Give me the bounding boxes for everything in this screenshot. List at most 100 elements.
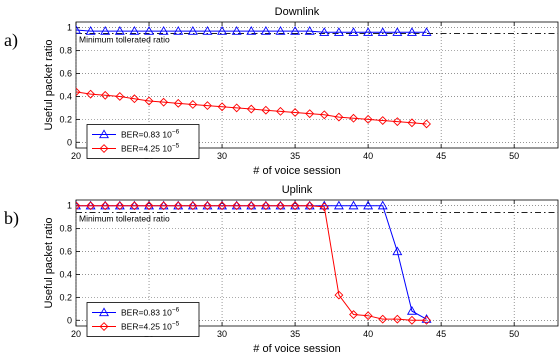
y-tick-label: 0.6 — [59, 69, 72, 79]
data-point-triangle — [187, 26, 198, 35]
data-point-triangle — [348, 200, 359, 210]
reference-line-label: Minimum tollerated ratio — [79, 34, 170, 44]
legend-entry-exponent: −6 — [172, 307, 180, 314]
x-axis-label: # of voice session — [253, 165, 340, 177]
data-point-triangle — [392, 246, 403, 256]
data-point-diamond — [349, 113, 358, 123]
data-point-diamond — [276, 106, 285, 116]
y-tick-label: 0 — [67, 137, 72, 147]
data-point-diamond — [422, 315, 431, 325]
legend-entry: BER=4.25 10−5 — [121, 321, 180, 332]
y-tick-label: 0.4 — [59, 269, 72, 279]
data-point-diamond — [129, 94, 139, 104]
y-tick-label: 0.2 — [59, 114, 72, 124]
y-tick-label: 0.6 — [59, 247, 72, 257]
data-point-triangle — [260, 200, 271, 210]
data-point-diamond — [407, 118, 417, 128]
y-tick-label: 1 — [67, 201, 72, 211]
data-point-triangle — [173, 200, 184, 210]
data-point-triangle — [76, 200, 81, 210]
data-point-triangle — [231, 26, 242, 35]
y-tick-label: 0 — [67, 315, 72, 325]
panel-label: b) — [4, 208, 19, 229]
series-line-diamond — [76, 205, 427, 321]
data-point-diamond — [100, 90, 110, 100]
legend-entry: BER=4.25 10−5 — [121, 143, 180, 154]
data-point-triangle — [363, 200, 374, 210]
data-point-triangle — [217, 26, 228, 35]
data-point-diamond — [363, 114, 373, 124]
data-point-diamond — [86, 89, 96, 99]
data-point-triangle — [348, 27, 359, 36]
data-point-triangle — [304, 200, 315, 210]
data-point-diamond — [129, 201, 139, 211]
legend-entry: BER=0.83 10−6 — [121, 307, 180, 318]
x-tick-label: 35 — [290, 329, 300, 339]
data-point-diamond — [188, 201, 198, 211]
data-point-triangle — [304, 26, 315, 35]
data-point-diamond — [305, 109, 315, 119]
data-point-diamond — [378, 116, 388, 125]
data-point-diamond — [100, 201, 110, 211]
x-tick-label: 35 — [290, 151, 300, 161]
x-axis-label: # of voice session — [253, 343, 340, 355]
data-point-diamond — [319, 202, 329, 212]
data-point-diamond — [173, 98, 183, 108]
chart-title: Downlink — [275, 6, 320, 18]
data-point-diamond — [115, 92, 125, 101]
x-tick-label: 20 — [71, 151, 81, 161]
data-point-triangle — [275, 26, 286, 35]
data-point-triangle — [290, 26, 301, 35]
data-point-diamond — [232, 201, 242, 211]
data-point-triangle — [202, 200, 213, 210]
legend-entry-exponent: −5 — [172, 321, 180, 328]
data-point-triangle — [129, 26, 140, 35]
x-tick-label: 50 — [509, 329, 519, 339]
x-tick-label: 45 — [436, 329, 446, 339]
data-point-diamond — [378, 314, 388, 324]
legend-marker-triangle — [99, 307, 109, 317]
data-point-triangle — [246, 200, 257, 210]
reference-line-label: Minimum tollerated ratio — [79, 214, 170, 224]
panel-label: a) — [4, 30, 18, 51]
data-point-triangle — [217, 200, 228, 210]
data-point-diamond — [217, 201, 227, 211]
y-tick-label: 0.4 — [59, 91, 72, 101]
legend-entry-text: BER=4.25 10 — [121, 322, 172, 332]
data-point-diamond — [217, 102, 227, 112]
data-point-diamond — [349, 310, 358, 319]
data-point-diamond — [392, 117, 402, 127]
data-point-diamond — [159, 201, 169, 211]
data-point-diamond — [290, 108, 300, 117]
data-point-diamond — [276, 201, 285, 211]
data-point-diamond — [319, 110, 329, 120]
data-point-diamond — [188, 100, 198, 109]
data-point-diamond — [363, 311, 373, 321]
data-point-diamond — [115, 201, 125, 211]
data-point-triangle — [100, 26, 111, 35]
x-tick-label: 40 — [363, 151, 373, 161]
data-point-triangle — [173, 26, 184, 35]
x-tick-label: 45 — [436, 151, 446, 161]
data-point-triangle — [76, 24, 81, 34]
x-tick-label: 30 — [217, 329, 227, 339]
legend-entry: BER=0.83 10−6 — [121, 129, 180, 140]
y-tick-label: 0.8 — [59, 224, 72, 234]
data-point-diamond — [392, 314, 402, 324]
data-point-triangle — [333, 200, 344, 210]
x-tick-label: 40 — [363, 329, 373, 339]
data-point-diamond — [334, 290, 344, 300]
data-point-triangle — [377, 27, 388, 36]
y-axis-label: Useful packet ratio — [43, 217, 55, 308]
x-tick-label: 30 — [217, 151, 227, 161]
series-group — [76, 200, 432, 325]
data-point-triangle — [144, 26, 155, 35]
data-point-diamond — [144, 201, 154, 211]
data-point-diamond — [76, 201, 81, 211]
data-point-triangle — [114, 26, 125, 35]
series-group — [76, 24, 432, 129]
data-point-diamond — [246, 104, 256, 114]
data-point-triangle — [392, 27, 403, 36]
